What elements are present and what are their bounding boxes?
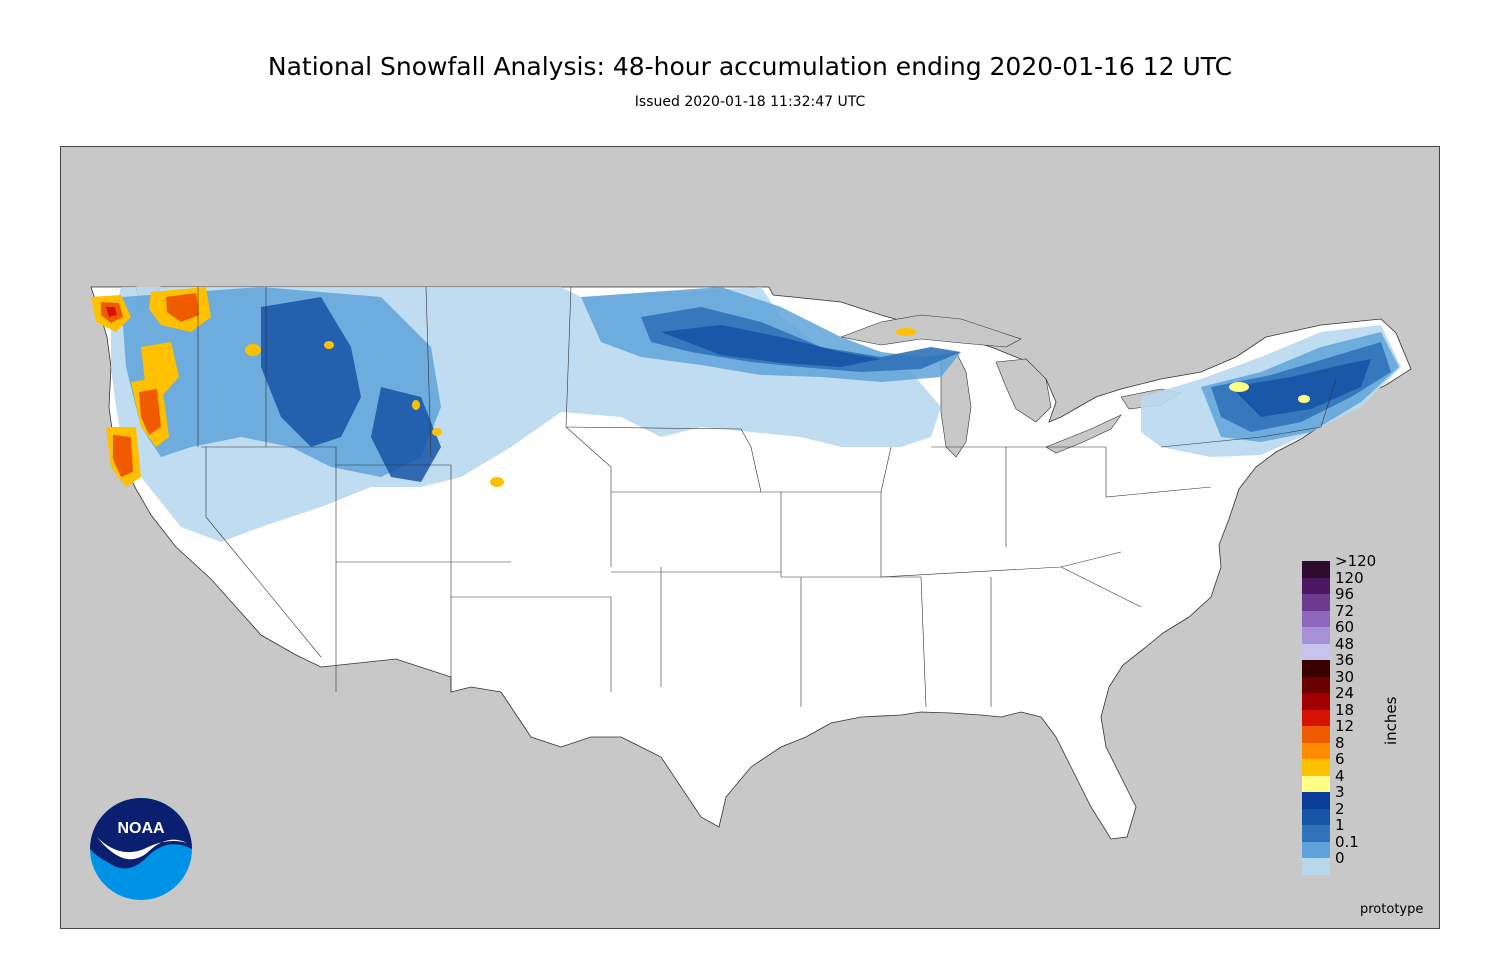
legend-label: 0 [1335, 849, 1345, 867]
snowfall-map [60, 146, 1440, 929]
legend-label: 2 [1335, 799, 1345, 818]
legend-swatch [1302, 858, 1330, 875]
noaa-logo: NOAA [89, 797, 193, 901]
prototype-note: prototype [1360, 902, 1424, 917]
legend-label: 3 [1335, 783, 1345, 801]
legend-units: inches [1382, 696, 1400, 745]
legend-swatch [1302, 775, 1330, 792]
legend-label: 30 [1335, 667, 1355, 686]
legend-swatch [1302, 594, 1330, 611]
legend-label: 24 [1335, 684, 1355, 702]
legend-label: 6 [1335, 750, 1345, 768]
legend-swatch [1302, 808, 1330, 825]
legend-label: 12 [1335, 717, 1355, 735]
legend-label: 18 [1335, 700, 1355, 719]
legend-label: 120 [1335, 568, 1364, 587]
legend-label: 1 [1335, 816, 1345, 834]
legend-swatch [1302, 561, 1330, 578]
legend-swatch [1302, 759, 1330, 776]
legend-swatch [1302, 643, 1330, 660]
legend-swatch [1302, 660, 1330, 677]
legend-labels: >120 120 96 72 60 48 36 30 24 18 12 8 6 4 3 2 1 0.1 0 [1335, 553, 1376, 867]
legend-swatch [1302, 726, 1330, 743]
legend-label: >120 [1335, 552, 1377, 570]
legend-swatch [1302, 627, 1330, 644]
map-title: National Snowfall Analysis: 48-hour accu… [267, 52, 1233, 81]
legend-colorbar [1302, 561, 1330, 875]
legend-label: 4 [1335, 766, 1345, 785]
legend-label: 36 [1335, 651, 1355, 669]
legend-swatch [1302, 792, 1330, 809]
state-boundaries [197, 286, 1337, 708]
issued-timestamp: Issued 2020-01-18 11:32:47 UTC [634, 94, 866, 110]
legend-swatch [1302, 676, 1330, 693]
lake-superior [839, 314, 1022, 348]
snowfall-overlay [91, 287, 1401, 542]
map-canvas [90, 286, 1412, 840]
legend-label: 48 [1335, 634, 1355, 653]
legend-swatch [1302, 610, 1330, 627]
lake-michigan [940, 351, 972, 458]
legend-swatch [1302, 709, 1330, 726]
legend-label: 60 [1335, 618, 1355, 636]
legend-label: 72 [1335, 601, 1355, 620]
legend-label: 8 [1335, 733, 1345, 752]
lake-huron [995, 358, 1052, 423]
legend-label: 96 [1335, 585, 1355, 603]
legend-swatch [1302, 825, 1330, 842]
legend-label: 0.1 [1335, 832, 1359, 851]
legend-swatch [1302, 841, 1330, 858]
legend-swatch [1302, 742, 1330, 759]
legend-swatch [1302, 577, 1330, 594]
lake-erie [1045, 414, 1122, 454]
noaa-logo-text: NOAA [117, 820, 165, 837]
legend-swatch [1302, 693, 1330, 710]
